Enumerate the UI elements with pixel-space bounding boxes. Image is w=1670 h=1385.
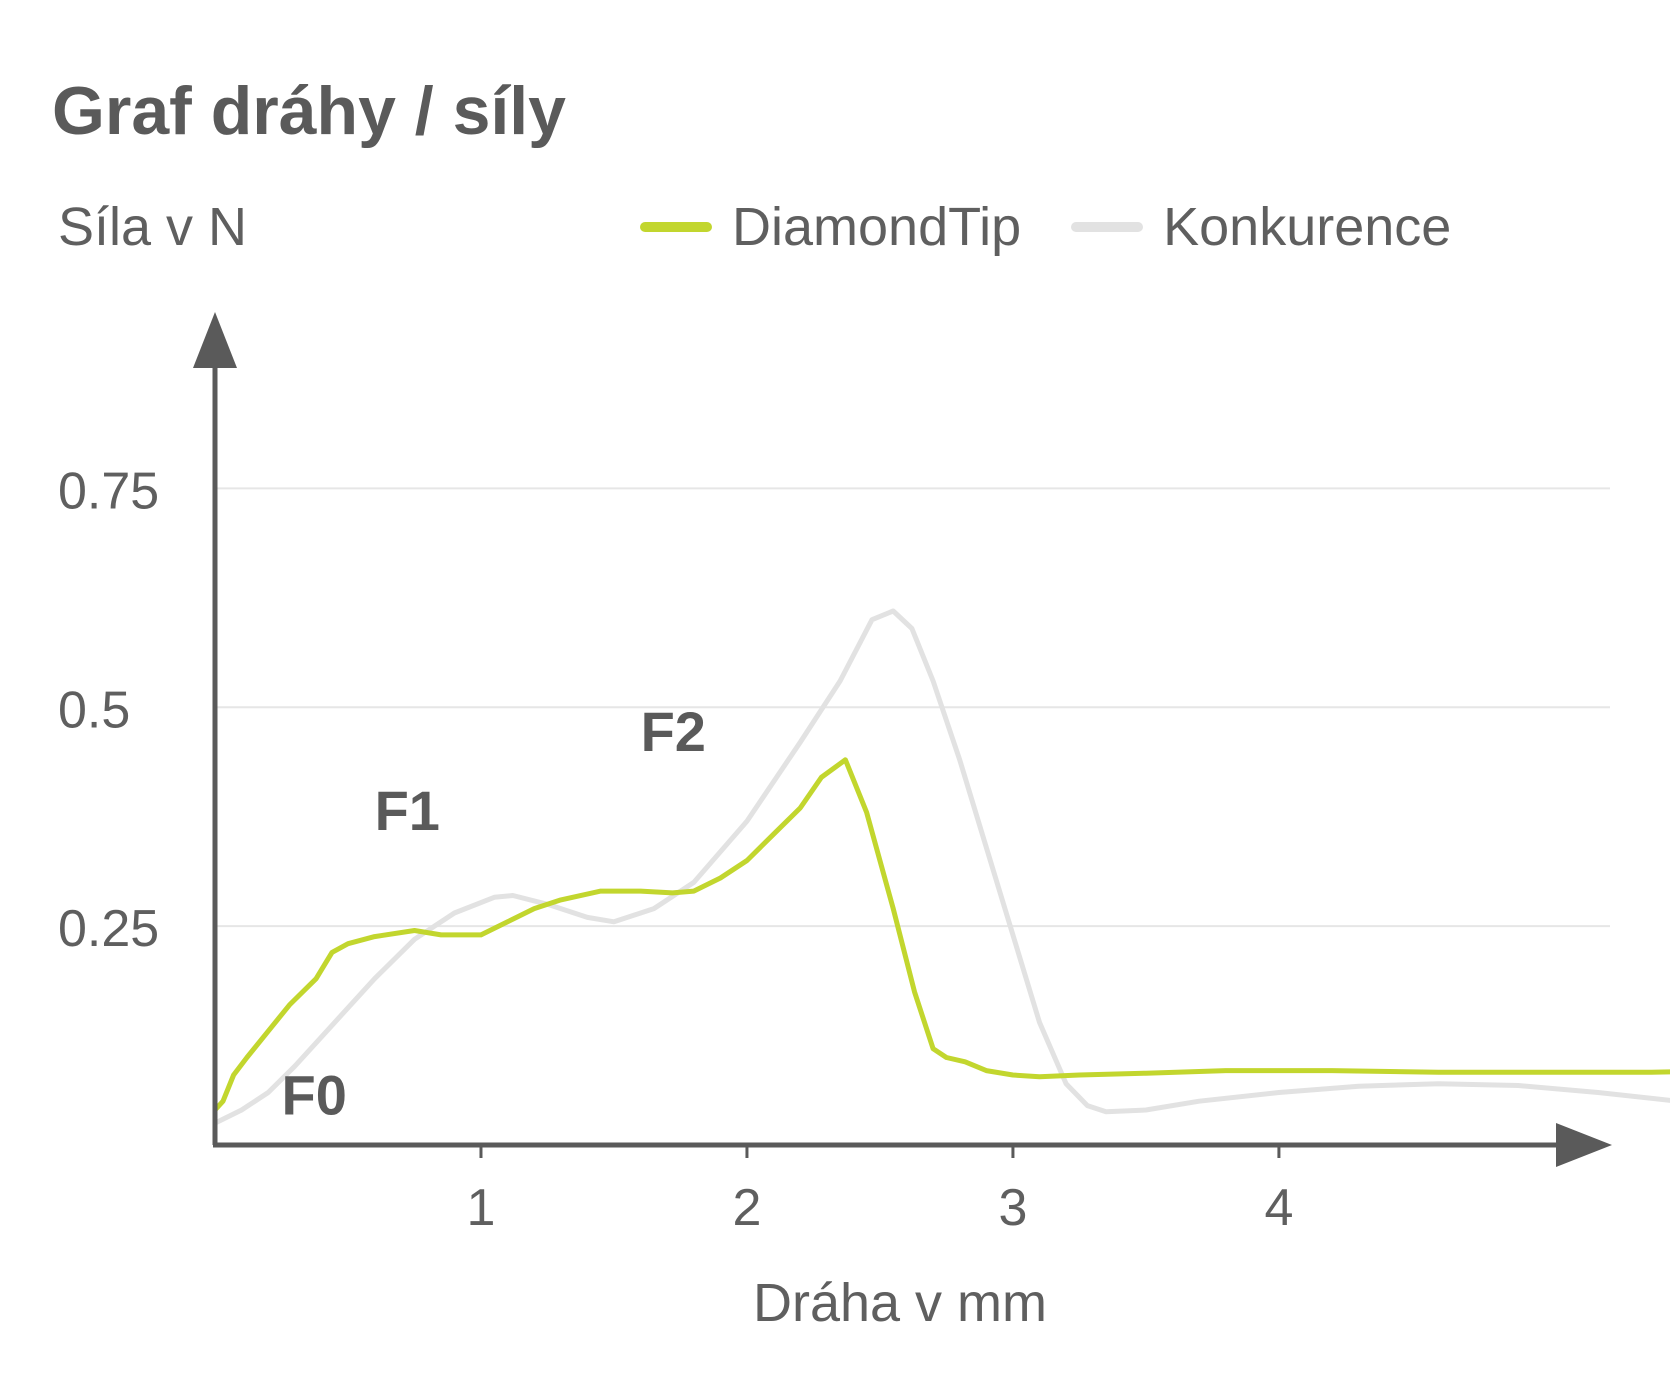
series-line-diamondtip: [212, 757, 1670, 1113]
y-tick-label: 0.5: [58, 681, 130, 739]
chart-title: Graf dráhy / síly: [52, 73, 566, 149]
y-tick-label: 0.25: [58, 900, 159, 958]
legend-label-diamondtip: DiamondTip: [732, 197, 1022, 257]
y-tick-label: 0.75: [58, 462, 159, 520]
annotation-f2: F2: [641, 700, 706, 763]
x-tick-label: 1: [467, 1179, 496, 1237]
series-line-konkurence: [212, 608, 1670, 1126]
x-axis-arrow: [1556, 1123, 1612, 1167]
x-axis-label: Dráha v mm: [752, 1273, 1048, 1333]
legend-item-konkurence: Konkurence: [1071, 196, 1451, 258]
legend: DiamondTip Konkurence: [640, 196, 1501, 258]
x-tick-label: 3: [998, 1179, 1027, 1237]
annotation-f0: F0: [281, 1063, 346, 1126]
annotation-f1: F1: [375, 779, 440, 842]
legend-swatch-konkurence: [1071, 222, 1144, 232]
y-axis-arrow: [193, 312, 237, 368]
legend-label-konkurence: Konkurence: [1163, 197, 1452, 257]
legend-swatch-diamondtip: [640, 222, 712, 232]
legend-item-diamondtip: DiamondTip: [640, 196, 1021, 258]
x-tick-label: 2: [732, 1179, 761, 1237]
y-axis-label: Síla v N: [58, 197, 248, 257]
x-tick-label: 4: [1264, 1179, 1293, 1237]
